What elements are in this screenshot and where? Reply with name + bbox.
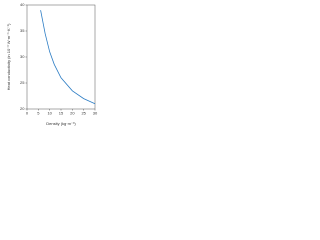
x-tick-label: 15 xyxy=(59,111,64,116)
x-tick-label: 0 xyxy=(26,111,29,116)
chart: Density (kg·m⁻³) Heat conductivity (in 1… xyxy=(6,2,98,126)
x-axis-title: Density (kg·m⁻³) xyxy=(46,121,76,126)
y-tick-label: 25 xyxy=(20,80,25,85)
y-tick-label: 20 xyxy=(20,106,25,111)
y-tick-label: 35 xyxy=(20,28,25,33)
x-tick-label: 25 xyxy=(81,111,86,116)
y-axis-title: Heat conductivity (in 10⁻³ W·m⁻¹·K⁻¹) xyxy=(6,23,11,90)
line xyxy=(40,10,96,105)
page: {"chart_data": {"type": "line", "x_label… xyxy=(0,0,100,130)
x-tick-label: 5 xyxy=(37,111,40,116)
plot-frame xyxy=(26,4,96,110)
x-tick-label: 20 xyxy=(70,111,75,116)
y-tick-label: 30 xyxy=(20,54,25,59)
y-tick-label: 40 xyxy=(20,2,25,7)
x-tick-label: 10 xyxy=(47,111,52,116)
x-tick-label: 30 xyxy=(93,111,98,116)
